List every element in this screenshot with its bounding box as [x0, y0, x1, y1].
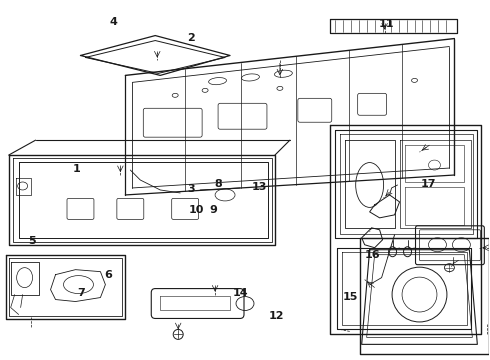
- Text: 7: 7: [77, 288, 85, 298]
- Text: 6: 6: [104, 270, 112, 280]
- Text: 9: 9: [209, 206, 217, 216]
- Text: 16: 16: [364, 250, 380, 260]
- Text: 12: 12: [269, 311, 285, 321]
- Text: 8: 8: [214, 179, 222, 189]
- Text: 17: 17: [420, 179, 436, 189]
- Text: 2: 2: [187, 33, 195, 43]
- Text: 1: 1: [73, 164, 80, 174]
- Text: 4: 4: [109, 17, 117, 27]
- Text: 15: 15: [343, 292, 358, 302]
- Text: 14: 14: [232, 288, 248, 298]
- Text: 13: 13: [252, 182, 268, 192]
- Text: 10: 10: [189, 206, 204, 216]
- Text: 11: 11: [379, 19, 394, 29]
- Text: 5: 5: [28, 236, 36, 246]
- Text: 3: 3: [188, 184, 195, 194]
